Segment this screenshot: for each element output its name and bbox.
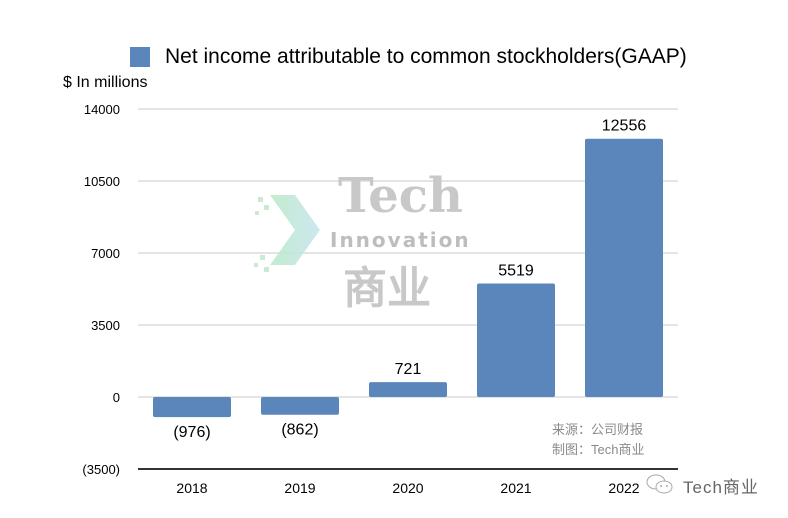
watermark-innovation: Innovation	[330, 228, 471, 252]
y-tick-label: (3500)	[82, 462, 120, 477]
data-label-2020: 721	[395, 361, 422, 378]
account-watermark: Tech商业	[683, 478, 759, 497]
x-tick-label: 2020	[392, 480, 423, 496]
watermark-logo	[250, 175, 330, 290]
bar-2021	[477, 283, 555, 397]
y-tick-label: 10500	[84, 174, 120, 189]
credit-line: 制图：Tech商业	[552, 442, 645, 457]
data-label-2018: (976)	[173, 424, 210, 441]
y-tick-label: 7000	[91, 246, 120, 261]
bar-2018	[153, 397, 231, 418]
wechat-icon	[646, 474, 673, 494]
y-axis-label: $ In millions	[63, 74, 148, 91]
bar-2019	[261, 397, 339, 415]
y-tick-label: 3500	[91, 318, 120, 333]
x-tick-label: 2019	[284, 480, 315, 496]
data-label-2021: 5519	[498, 262, 534, 279]
data-label-2022: 12556	[602, 118, 647, 135]
x-tick-label: 2021	[500, 480, 531, 496]
data-label-2019: (862)	[281, 422, 318, 439]
x-tick-label: 2018	[176, 480, 207, 496]
watermark-tech: Tech	[338, 168, 463, 224]
bar-2022	[585, 138, 663, 397]
bar-2020	[369, 382, 447, 397]
y-tick-label: 14000	[84, 102, 120, 117]
source-note: 来源：公司财报 制图：Tech商业	[552, 420, 644, 460]
watermark-cn: 商业	[343, 263, 431, 314]
y-tick-label: 0	[113, 390, 120, 405]
legend-label: Net income attributable to common stockh…	[165, 45, 687, 68]
legend-swatch	[130, 47, 150, 67]
x-tick-label: 2022	[608, 480, 639, 496]
legend: Net income attributable to common stockh…	[130, 45, 687, 69]
source-line: 来源：公司财报	[552, 422, 644, 437]
chevron-logo-icon	[254, 195, 320, 272]
